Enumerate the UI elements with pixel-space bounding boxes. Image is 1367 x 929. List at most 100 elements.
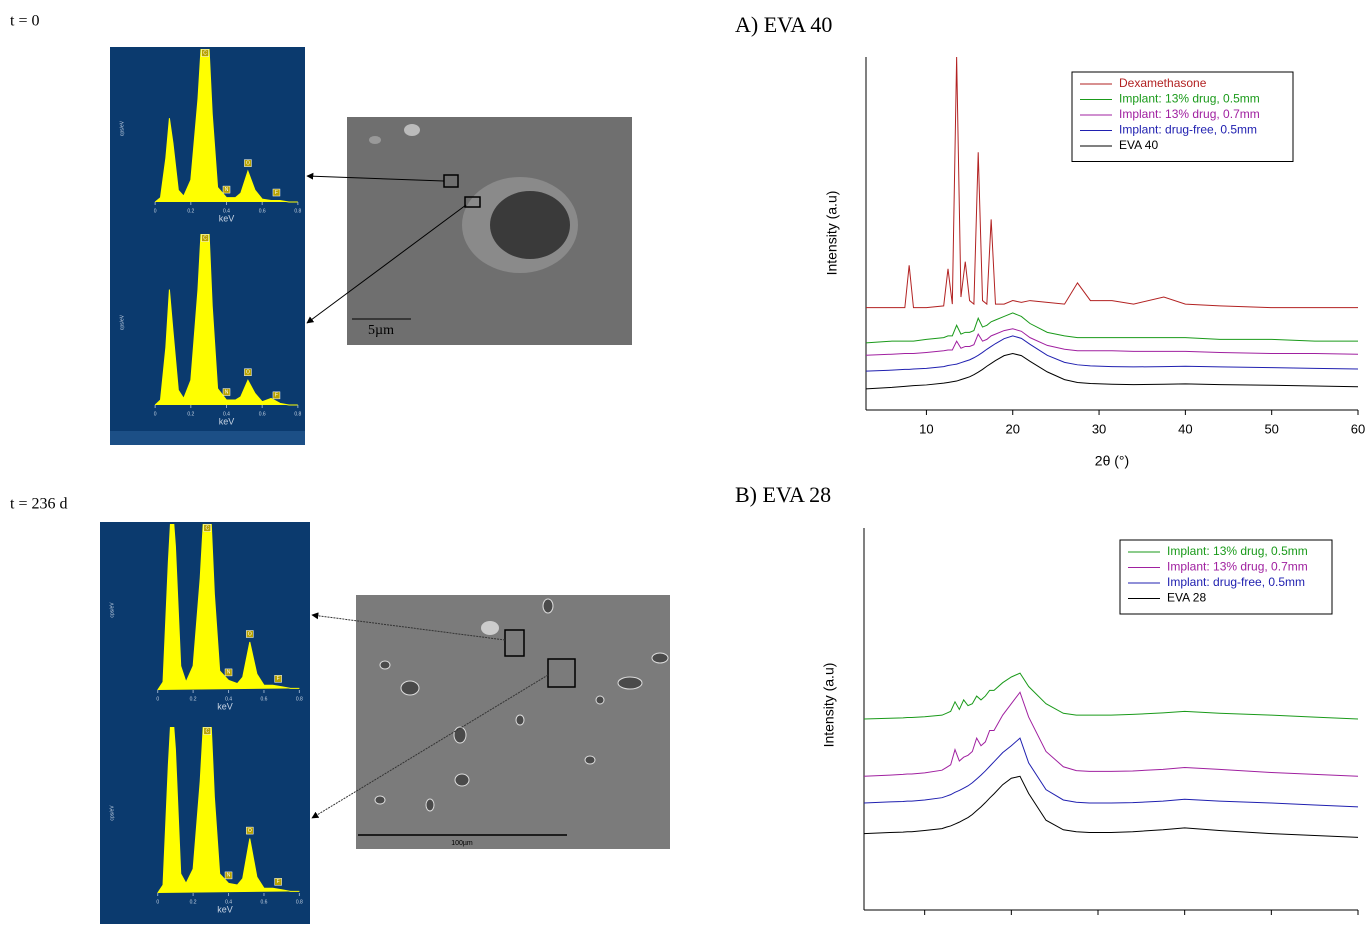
x-tick-label: 0.8 [296, 696, 303, 702]
x-tick-label: 10 [919, 421, 933, 436]
scale-bar-label: 5µm [368, 323, 394, 338]
sem-image: 100µm [356, 595, 670, 849]
x-tick-label: 0 [156, 899, 159, 905]
x-tick-label: 0 [154, 411, 157, 417]
peak-label-box [246, 826, 254, 835]
series-line [863, 737, 1359, 808]
legend-box [1071, 71, 1294, 162]
peak-label: C [205, 525, 209, 531]
legend-label: Implant: 13% drug, 0.7mm [1167, 560, 1308, 574]
peak-label: O [246, 370, 250, 376]
legend-label: EVA 28 [1167, 591, 1206, 605]
y-axis-label: Intensity (a.u) [821, 663, 837, 748]
peak-label-box [222, 388, 231, 396]
x-axis-label: keV [217, 701, 233, 711]
peak-label: O [246, 160, 250, 166]
x-tick-label: 0.2 [187, 411, 194, 417]
legend-label: EVA 40 [1119, 138, 1158, 152]
x-tick-label: 0.4 [223, 208, 230, 214]
y-axis-label: cps/eV [109, 805, 115, 821]
peak-label: N [227, 670, 231, 676]
peak-label: O [248, 828, 252, 834]
peak-label-box [203, 524, 212, 532]
x-tick-label: 0.6 [259, 411, 266, 417]
peak-label: N [227, 873, 231, 879]
peak-label-box [201, 49, 209, 57]
peak-label-box [272, 188, 281, 197]
x-tick-label: 20 [1006, 421, 1020, 436]
peak-label: O [248, 631, 252, 637]
peak-label: F [277, 676, 280, 682]
series-line [865, 335, 1359, 372]
y-axis-label: cps/eV [119, 314, 125, 330]
peak-label: C [203, 235, 207, 241]
y-axis-label: cps/eV [119, 120, 125, 136]
x-tick-label: 0.6 [260, 696, 267, 702]
scale-bar-label: 100µm [451, 840, 473, 847]
y-axis-label: Intensity (a.u) [824, 191, 840, 276]
peak-label-box [244, 159, 252, 167]
x-axis-label: 2θ (°) [1095, 453, 1129, 469]
x-tick-label: 0.4 [225, 899, 232, 905]
x-tick-label: 0.2 [190, 899, 197, 905]
peak-label-box [222, 185, 231, 194]
peak-label-box [244, 368, 252, 376]
legend-label: Implant: 13% drug, 0.7mm [1119, 107, 1260, 121]
y-axis-label: cps/eV [109, 602, 115, 618]
series-line [863, 672, 1359, 720]
series-line [866, 56, 1358, 309]
arrow [306, 204, 467, 324]
peak-label-box [274, 878, 282, 886]
x-tick-label: 0.6 [259, 208, 266, 214]
spectrum [154, 234, 298, 406]
series-line [865, 353, 1359, 390]
legend-label: Implant: 13% drug, 0.5mm [1119, 92, 1260, 106]
x-tick-label: 50 [1264, 421, 1278, 436]
x-tick-label: 0.8 [296, 899, 303, 905]
x-axis-label: keV [219, 416, 235, 426]
x-tick-label: 30 [1092, 421, 1106, 436]
peak-label: F [277, 879, 280, 885]
chart-title: A) EVA 40 [735, 12, 832, 37]
x-axis-label: keV [219, 213, 235, 223]
spectrum-band [110, 431, 305, 445]
x-tick-label: 40 [1178, 421, 1192, 436]
series-line [865, 312, 1358, 344]
legend-label: Dexamethasone [1119, 76, 1207, 90]
peak-label: C [205, 728, 209, 734]
x-tick-label: 0 [156, 696, 159, 702]
peak-label-box [246, 630, 254, 638]
x-tick-label: 0.8 [294, 208, 301, 214]
x-tick-label: 0.6 [260, 899, 267, 905]
series-line [863, 775, 1359, 838]
peak-label-box [224, 871, 233, 880]
legend-label: Implant: 13% drug, 0.5mm [1167, 544, 1308, 558]
x-tick-label: 0.2 [187, 208, 194, 214]
x-tick-label: 0.8 [294, 411, 301, 417]
x-tick-label: 0.2 [190, 696, 197, 702]
x-axis-label: keV [217, 904, 233, 914]
legend-label: Implant: drug-free, 0.5mm [1119, 123, 1257, 137]
x-tick-label: 60 [1351, 421, 1365, 436]
peak-label-box [224, 668, 233, 677]
peak-label: F [275, 190, 278, 196]
time-label: t = 0 [10, 13, 39, 30]
time-label: t = 236 d [10, 496, 67, 513]
peak-label-box [203, 727, 212, 735]
series-line [863, 691, 1359, 777]
x-tick-label: 0 [154, 208, 157, 214]
peak-label: N [225, 389, 229, 395]
peak-label: C [203, 50, 207, 56]
legend-label: Implant: drug-free, 0.5mm [1167, 575, 1305, 589]
series-line [865, 328, 1359, 356]
chart-title: B) EVA 28 [735, 482, 831, 507]
peak-label-box [201, 234, 209, 242]
sem-image: 5µm [347, 117, 632, 345]
arrow [306, 172, 445, 182]
x-tick-label: 0.4 [225, 696, 232, 702]
spectrum [157, 524, 300, 691]
arrow [311, 674, 549, 819]
peak-label-box [272, 391, 281, 400]
